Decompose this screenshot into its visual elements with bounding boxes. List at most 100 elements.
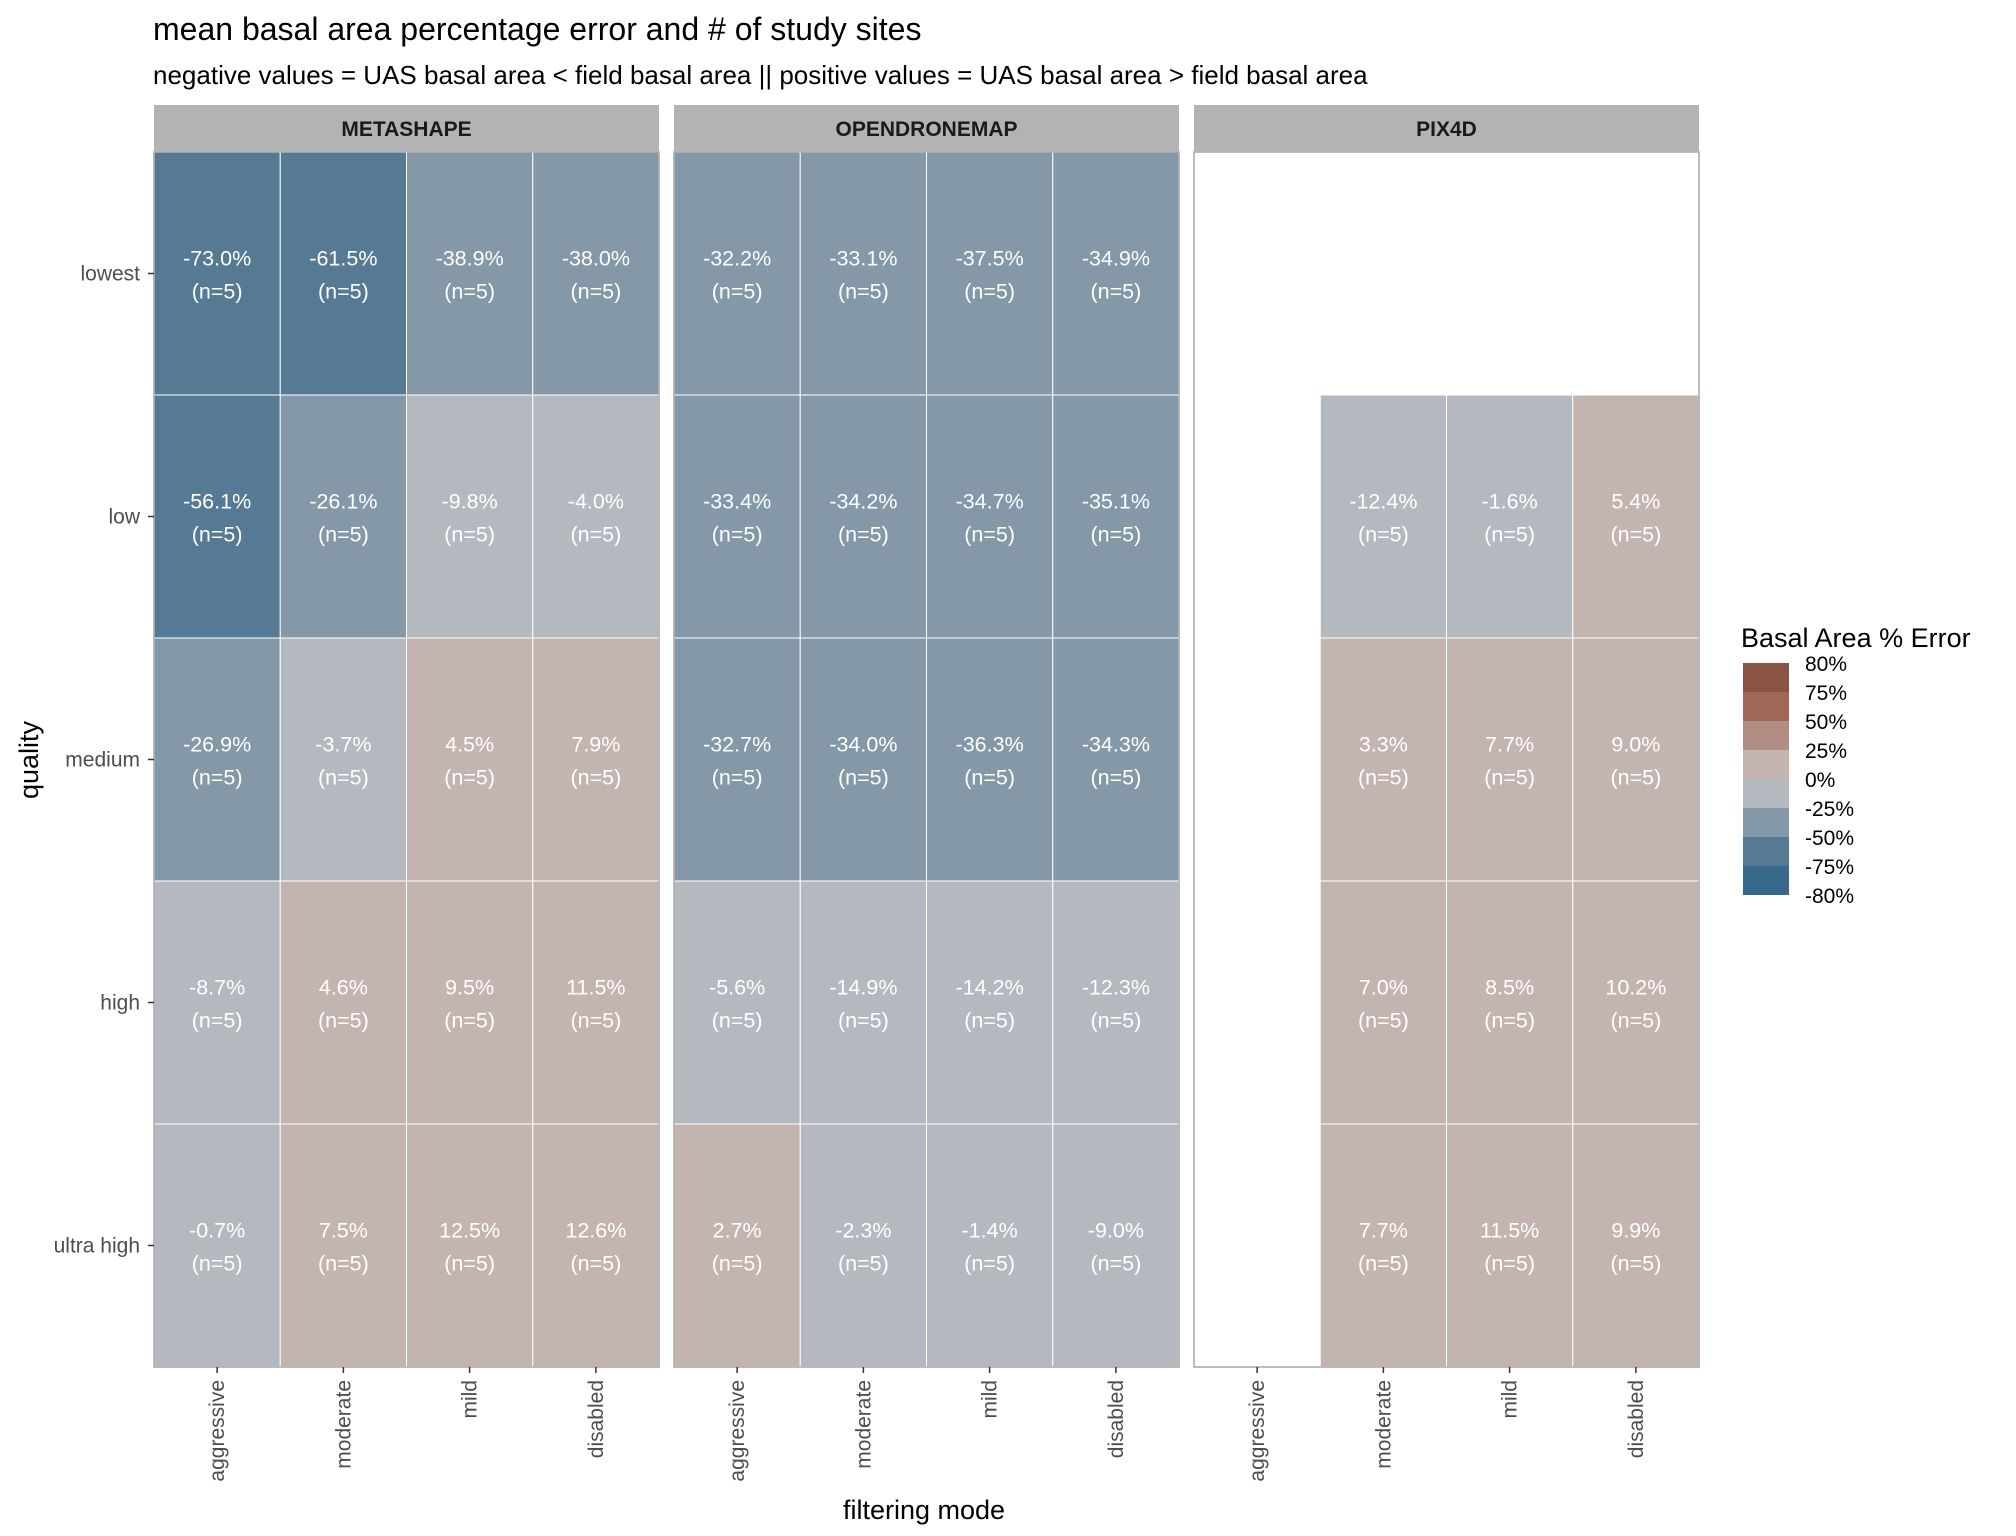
cell-count-label: (n=5) bbox=[838, 1009, 889, 1033]
cell-count-label: (n=5) bbox=[1090, 1009, 1141, 1033]
cell-count-label: (n=5) bbox=[192, 280, 243, 304]
heatmap-cell bbox=[406, 394, 534, 639]
cell-count-label: (n=5) bbox=[570, 766, 621, 790]
cell-value-label: -1.4% bbox=[962, 1219, 1018, 1243]
cell-count-label: (n=5) bbox=[964, 280, 1015, 304]
heatmap-cell bbox=[1572, 394, 1700, 639]
panel-border bbox=[673, 151, 1180, 1368]
cell-count-label: (n=5) bbox=[1610, 1252, 1661, 1276]
cell-count-label: (n=5) bbox=[712, 1252, 763, 1276]
legend-label: 80% bbox=[1805, 653, 1847, 676]
x-tick-label: mild bbox=[1499, 1380, 1522, 1419]
heatmap-cell bbox=[1319, 880, 1447, 1125]
cell-value-label: 7.0% bbox=[1359, 976, 1408, 1000]
cell-count-label: (n=5) bbox=[1090, 523, 1141, 547]
x-tick-label: aggressive bbox=[726, 1380, 749, 1482]
heatmap-cell bbox=[532, 394, 660, 639]
cell-value-label: 8.5% bbox=[1485, 976, 1534, 1000]
y-axis-title: quality bbox=[14, 720, 44, 799]
heatmap-cell bbox=[532, 151, 660, 396]
legend: Basal Area % Error 80% 75% 50% 25% 0% -25% -50… bbox=[1741, 623, 1971, 908]
x-tick-label: disabled bbox=[1625, 1380, 1648, 1458]
legend-label: 75% bbox=[1805, 682, 1847, 705]
legend-key bbox=[1743, 692, 1789, 721]
cell-count-label: (n=5) bbox=[1358, 1009, 1409, 1033]
cell-value-label: -34.3% bbox=[1082, 733, 1150, 757]
heatmap-cell bbox=[406, 637, 534, 882]
legend-title: Basal Area % Error bbox=[1741, 623, 1971, 653]
heatmap-cell bbox=[1052, 394, 1180, 639]
legend-label: 25% bbox=[1805, 740, 1847, 763]
cell-value-label: 5.4% bbox=[1611, 490, 1660, 514]
cell-count-label: (n=5) bbox=[192, 1252, 243, 1276]
cell-count-label: (n=5) bbox=[444, 1252, 495, 1276]
heatmap-cell bbox=[1446, 637, 1574, 882]
cell-count-label: (n=5) bbox=[1090, 1252, 1141, 1276]
heatmap-cell bbox=[1319, 394, 1447, 639]
legend-label: -25% bbox=[1805, 798, 1854, 821]
cell-value-label: -36.3% bbox=[956, 733, 1024, 757]
heatmap-cell bbox=[799, 637, 927, 882]
x-tick-label: moderate bbox=[1372, 1380, 1395, 1469]
y-axis-ticks: lowest low medium high ultra high bbox=[54, 263, 154, 1258]
x-tick-label: aggressive bbox=[1246, 1380, 1269, 1482]
cell-value-label: -33.1% bbox=[829, 247, 897, 271]
heatmap-cell bbox=[926, 1123, 1054, 1368]
cell-value-label: -8.7% bbox=[189, 976, 245, 1000]
cell-value-label: -5.6% bbox=[709, 976, 765, 1000]
y-tick-label: low bbox=[108, 506, 140, 529]
cell-value-label: -32.2% bbox=[703, 247, 771, 271]
heatmap-cell bbox=[153, 1123, 281, 1368]
cell-count-label: (n=5) bbox=[838, 280, 889, 304]
heatmap-cell bbox=[153, 394, 281, 639]
cell-value-label: -1.6% bbox=[1482, 490, 1538, 514]
cell-count-label: (n=5) bbox=[1358, 523, 1409, 547]
cell-value-label: -34.7% bbox=[956, 490, 1024, 514]
x-tick-label: moderate bbox=[852, 1380, 875, 1469]
heatmap-cell bbox=[1052, 151, 1180, 396]
heatmap-cell bbox=[1052, 637, 1180, 882]
heatmap-cell bbox=[153, 880, 281, 1125]
cell-value-label: -14.2% bbox=[956, 976, 1024, 1000]
cell-value-label: -3.7% bbox=[315, 733, 371, 757]
heatmap-cell bbox=[279, 394, 407, 639]
legend-key bbox=[1743, 808, 1789, 837]
cell-count-label: (n=5) bbox=[712, 1009, 763, 1033]
heatmap-cell bbox=[799, 1123, 927, 1368]
cell-value-label: 4.5% bbox=[445, 733, 494, 757]
legend-key bbox=[1743, 721, 1789, 750]
facet-strip-label: METASHAPE bbox=[341, 118, 471, 141]
x-tick-label: moderate bbox=[332, 1380, 355, 1469]
cell-count-label: (n=5) bbox=[1484, 766, 1535, 790]
cell-count-label: (n=5) bbox=[712, 280, 763, 304]
heatmap-cell bbox=[673, 637, 801, 882]
cell-count-label: (n=5) bbox=[1090, 280, 1141, 304]
cell-value-label: 9.0% bbox=[1611, 733, 1660, 757]
cell-value-label: -26.9% bbox=[183, 733, 251, 757]
cell-value-label: -9.0% bbox=[1088, 1219, 1144, 1243]
heatmap-cell bbox=[1052, 880, 1180, 1125]
facet-strip bbox=[674, 105, 1179, 152]
cell-count-label: (n=5) bbox=[964, 766, 1015, 790]
heatmap-cell bbox=[532, 1123, 660, 1368]
heatmap-cell bbox=[1572, 1123, 1700, 1368]
cell-value-label: 7.5% bbox=[319, 1219, 368, 1243]
cell-value-label: 4.6% bbox=[319, 976, 368, 1000]
heatmap-cell bbox=[926, 394, 1054, 639]
heatmap-cell bbox=[153, 151, 281, 396]
heatmap-cell bbox=[153, 637, 281, 882]
cell-count-label: (n=5) bbox=[964, 523, 1015, 547]
cell-count-label: (n=5) bbox=[838, 523, 889, 547]
x-tick-label: mild bbox=[459, 1380, 482, 1419]
cell-value-label: 12.5% bbox=[439, 1219, 500, 1243]
cell-value-label: -73.0% bbox=[183, 247, 251, 271]
x-tick-label: disabled bbox=[585, 1380, 608, 1458]
cell-count-label: (n=5) bbox=[838, 766, 889, 790]
cell-count-label: (n=5) bbox=[318, 766, 369, 790]
cell-count-label: (n=5) bbox=[1484, 1252, 1535, 1276]
heatmap-cell bbox=[406, 880, 534, 1125]
cell-value-label: 7.9% bbox=[571, 733, 620, 757]
facet-opendronemap: OPENDRONEMAP -32.2% (n=5) -33.1% (n=5) -37.5%… bbox=[673, 105, 1180, 1482]
heatmap-cell bbox=[799, 151, 927, 396]
